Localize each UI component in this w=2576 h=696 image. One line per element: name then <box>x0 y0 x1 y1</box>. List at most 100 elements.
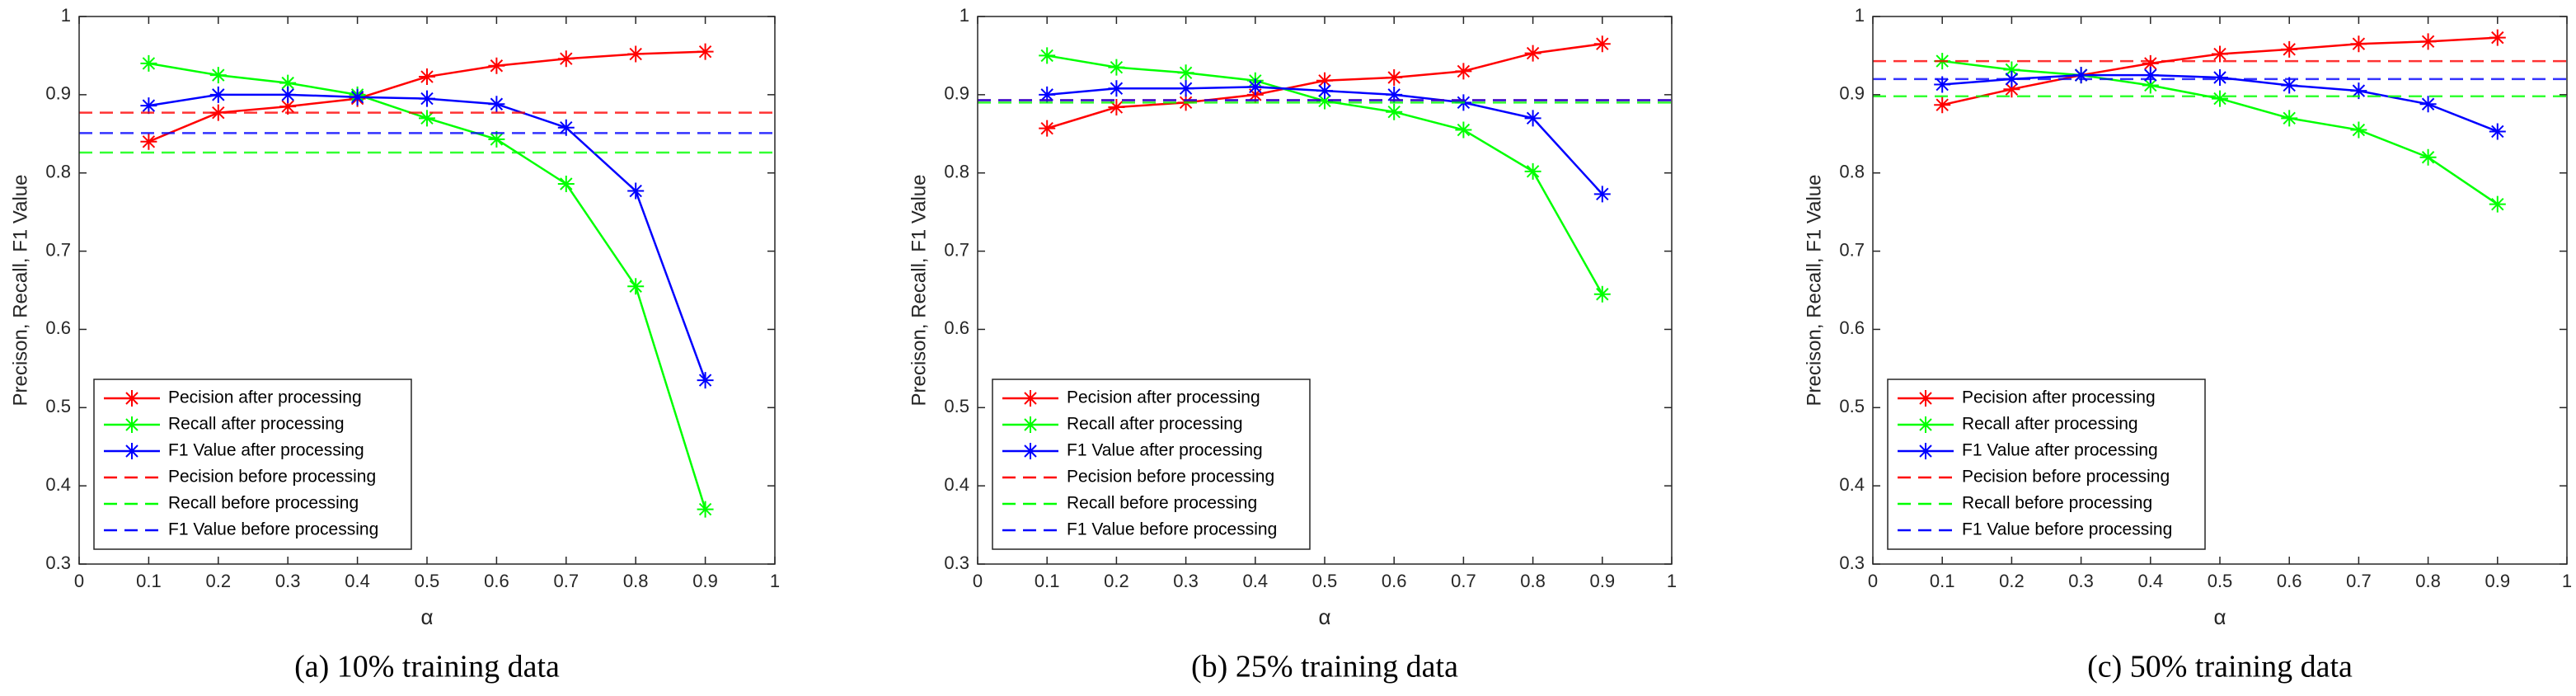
y-axis-label: Precison, Recall, F1 Value <box>9 174 31 406</box>
legend-label: F1 Value after processing <box>1067 441 1263 460</box>
legend-label: Recall after processing <box>168 415 345 434</box>
marker <box>2003 70 2020 87</box>
legend-label: Recall before processing <box>1962 494 2152 513</box>
marker <box>2489 29 2506 46</box>
legend-label: F1 Value before processing <box>1067 520 1277 539</box>
x-tick-label: 0.4 <box>1243 571 1269 591</box>
x-tick-label: 0.6 <box>484 571 509 591</box>
marker <box>209 104 227 121</box>
marker <box>2350 121 2367 139</box>
marker <box>2212 45 2228 63</box>
marker <box>1934 96 1951 114</box>
marker <box>2072 67 2090 84</box>
legend-label: Pecision after processing <box>168 388 362 407</box>
marker <box>627 182 645 200</box>
x-tick-label: 0.8 <box>623 571 649 591</box>
marker <box>488 57 505 74</box>
legend-label: F1 Value after processing <box>1962 441 2158 460</box>
legend-label: Recall after processing <box>1962 415 2138 434</box>
marker <box>1386 68 1403 86</box>
y-tick-label: 0.9 <box>45 83 71 104</box>
y-tick-label: 0.4 <box>1839 474 1865 495</box>
legend-label: Recall before processing <box>168 494 359 513</box>
legend-marker <box>1022 390 1039 407</box>
marker <box>2281 40 2298 58</box>
x-tick-label: 0.3 <box>2068 571 2094 591</box>
y-tick-label: 0.3 <box>45 553 71 573</box>
marker <box>1593 186 1611 203</box>
x-tick-label: 0.2 <box>206 571 232 591</box>
y-tick-label: 0.7 <box>1839 239 1865 260</box>
y-tick-label: 0.8 <box>944 162 969 182</box>
marker <box>209 67 227 84</box>
x-tick-label: 0.7 <box>554 571 579 591</box>
x-tick-label: 0 <box>1868 571 1878 591</box>
x-tick-label: 0.5 <box>2208 571 2233 591</box>
marker <box>2281 77 2298 94</box>
marker <box>1593 35 1611 53</box>
y-tick-label: 0.6 <box>944 317 969 338</box>
y-axis-label: Precison, Recall, F1 Value <box>1803 174 1825 406</box>
x-axis-label: α <box>420 604 433 629</box>
marker <box>1039 86 1056 103</box>
marker <box>2419 148 2437 166</box>
marker <box>557 175 575 192</box>
x-tick-label: 0.3 <box>275 571 301 591</box>
marker <box>2003 61 2020 78</box>
legend-marker <box>124 443 140 459</box>
x-tick-label: 0.4 <box>345 571 370 591</box>
y-tick-label: 0.5 <box>45 396 71 416</box>
x-tick-label: 0.2 <box>1999 571 2025 591</box>
caption: (a) 10% training data <box>294 650 560 684</box>
marker <box>1524 110 1541 127</box>
marker <box>1316 82 1333 100</box>
legend-marker <box>1022 416 1039 433</box>
marker <box>209 86 227 103</box>
marker <box>1386 86 1403 103</box>
marker <box>2489 123 2506 140</box>
marker <box>1039 120 1056 137</box>
chart: 0 0.1 0.2 0.3 0.4 0.5 0.6 0.7 0.8 0.9 1 0.3 0.4 0.5 0.… <box>9 5 780 684</box>
x-tick-label: 0.7 <box>2346 571 2372 591</box>
legend-marker <box>1917 443 1934 459</box>
y-axis-label: Precison, Recall, F1 Value <box>908 174 930 406</box>
y-tick-label: 0.5 <box>944 396 969 416</box>
x-tick-label: 0.5 <box>1312 571 1338 591</box>
caption: (b) 25% training data <box>1191 650 1458 684</box>
marker <box>1593 285 1611 303</box>
legend-box <box>93 379 412 550</box>
marker <box>1524 162 1541 180</box>
x-tick-label: 1 <box>2562 571 2572 591</box>
x-tick-label: 0.6 <box>2277 571 2302 591</box>
marker <box>557 50 575 68</box>
x-tick-label: 0.7 <box>1451 571 1476 591</box>
legend-label: Pecision after processing <box>1067 388 1260 407</box>
marker <box>2003 81 2020 98</box>
x-tick-label: 0.1 <box>1930 571 1955 591</box>
x-axis-label: α <box>1318 604 1330 629</box>
marker <box>2350 35 2367 53</box>
x-tick-label: 0.1 <box>1035 571 1060 591</box>
axes-box <box>78 16 776 565</box>
marker <box>279 98 297 115</box>
y-tick-label: 1 <box>61 5 71 26</box>
x-tick-label: 1 <box>770 571 780 591</box>
marker <box>1039 47 1056 64</box>
y-tick-label: 1 <box>1855 5 1865 26</box>
legend-label: F1 Value before processing <box>1962 520 2172 539</box>
marker <box>1455 63 1472 80</box>
marker <box>1108 80 1125 97</box>
x-tick-label: 0.3 <box>1173 571 1199 591</box>
chart: 0 0.1 0.2 0.3 0.4 0.5 0.6 0.7 0.8 0.9 1 0.3 0.4 0.5 0.… <box>1803 5 2572 684</box>
marker <box>1316 92 1333 110</box>
marker <box>2281 110 2298 127</box>
marker <box>697 372 714 389</box>
legend-label: F1 Value before processing <box>168 520 378 539</box>
marker <box>140 54 157 72</box>
legend-marker <box>124 416 140 433</box>
y-tick-label: 0.7 <box>944 239 969 260</box>
legend-label: Pecision after processing <box>1962 388 2156 407</box>
marker <box>2212 68 2228 86</box>
marker <box>1386 103 1403 120</box>
